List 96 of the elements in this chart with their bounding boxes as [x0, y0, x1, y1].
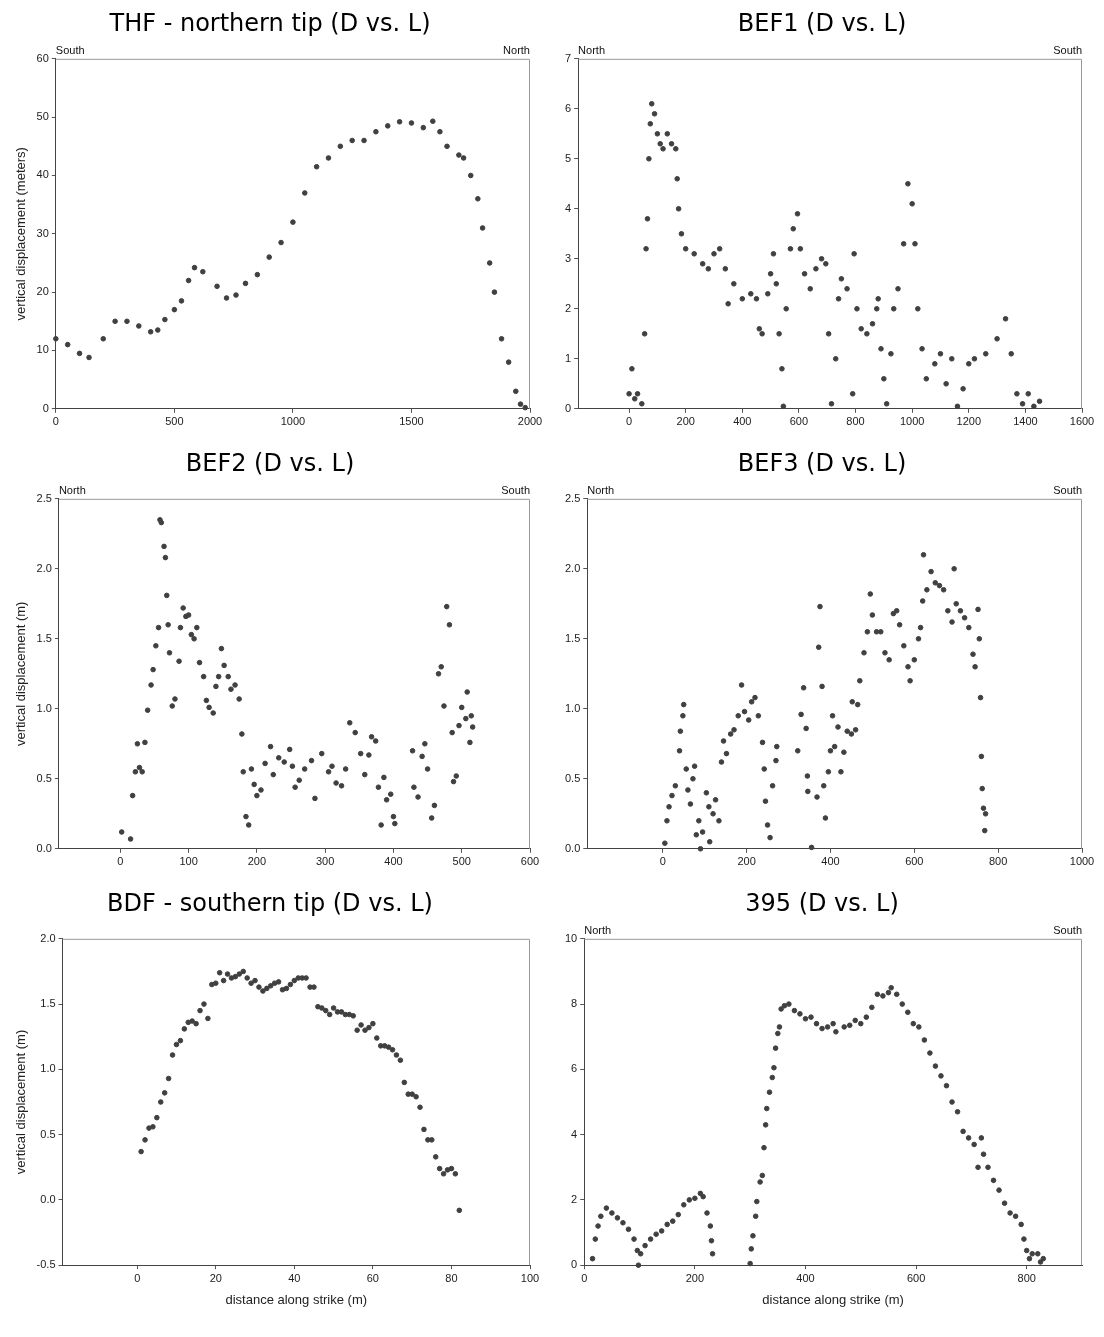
- x-tick-label: 400: [733, 415, 752, 428]
- x-tick-label: 1500: [399, 415, 424, 428]
- x-tick-label: 300: [315, 855, 335, 868]
- y-tick-label: 1.5: [40, 997, 56, 1010]
- y-tick-label: 6: [564, 101, 572, 114]
- x-tick-label: 200: [676, 415, 695, 428]
- text: South: [501, 484, 530, 497]
- text: North: [578, 44, 606, 57]
- y-tick-label: 2.5: [36, 491, 52, 504]
- y-tick-label: 2.0: [36, 561, 52, 574]
- text: South: [1053, 44, 1082, 57]
- x-tick-label: 2000: [517, 415, 543, 428]
- x-tick-label: 200: [737, 855, 756, 868]
- chart-title: BEF3 (D vs. L): [737, 448, 907, 477]
- y-tick-label: 60: [36, 51, 49, 64]
- x-axis-title: distance along strike (m): [225, 1291, 368, 1307]
- x-tick-label: 20: [209, 1271, 222, 1284]
- y-tick-label: 0.5: [36, 771, 52, 784]
- x-tick-label: 200: [247, 855, 267, 868]
- y-tick-label: 1: [564, 351, 572, 364]
- y-tick-label: 2.0: [564, 561, 581, 574]
- y-tick-label: 2.5: [564, 491, 581, 504]
- y-tick-label: 5: [564, 151, 572, 164]
- x-tick-label: 800: [1017, 1271, 1036, 1284]
- y-tick-label: 3: [564, 251, 572, 264]
- text: South: [55, 44, 85, 57]
- y-tick-label: 0: [571, 1258, 578, 1271]
- y-tick-label: 30: [36, 226, 49, 239]
- x-tick-label: 600: [520, 855, 540, 868]
- y-tick-label: 0.0: [564, 841, 581, 854]
- x-tick-label: 1000: [1069, 855, 1095, 868]
- text: North: [584, 924, 612, 937]
- x-tick-label: 600: [789, 415, 809, 428]
- x-tick-label: 800: [988, 855, 1008, 868]
- y-tick-label: 4: [571, 1127, 578, 1140]
- x-tick-label: 200: [685, 1271, 705, 1284]
- text: North: [58, 484, 86, 497]
- x-tick-label: 0: [134, 1271, 141, 1284]
- y-tick-label: 8: [571, 997, 578, 1010]
- x-tick-label: 0: [659, 855, 666, 868]
- x-tick-label: 800: [846, 415, 865, 428]
- y-axis-title: vertical displacement (m): [13, 1029, 29, 1175]
- y-tick-label: 1.0: [40, 1062, 56, 1075]
- y-tick-label: 0.5: [40, 1127, 56, 1140]
- x-tick-label: 60: [366, 1271, 379, 1284]
- y-tick-label: 0: [564, 401, 572, 414]
- x-tick-label: 600: [906, 1271, 926, 1284]
- x-tick-label: 400: [384, 855, 403, 868]
- x-tick-label: 80: [445, 1271, 458, 1284]
- y-tick-label: 50: [36, 110, 49, 123]
- x-tick-label: 600: [905, 855, 924, 868]
- chart-title: BEF2 (D vs. L): [185, 448, 355, 477]
- y-tick-label: 2.0: [40, 931, 56, 944]
- y-tick-label: 1.0: [36, 701, 52, 714]
- x-tick-label: 1000: [899, 415, 925, 428]
- x-axis-title: distance along strike (m): [762, 1291, 904, 1307]
- y-tick-label: 10: [36, 343, 49, 356]
- text: North: [587, 484, 615, 497]
- x-tick-label: 1400: [1013, 415, 1038, 428]
- x-tick-label: 0: [117, 855, 124, 868]
- y-tick-label: 2: [571, 1192, 578, 1205]
- y-tick-label: 1.5: [564, 631, 581, 644]
- y-tick-label: 20: [36, 285, 49, 298]
- x-tick-label: 100: [520, 1271, 540, 1284]
- chart-title: BEF1 (D vs. L): [737, 8, 907, 37]
- text: South: [1053, 484, 1082, 497]
- x-tick-label: 400: [821, 855, 840, 868]
- x-tick-label: 100: [179, 855, 198, 868]
- x-tick-label: 500: [452, 855, 471, 868]
- x-tick-label: 1600: [1069, 415, 1095, 428]
- x-tick-label: 0: [626, 415, 633, 428]
- x-tick-label: 500: [165, 415, 184, 428]
- y-tick-label: 2: [564, 301, 572, 314]
- y-axis-title: vertical displacement (m): [13, 601, 29, 747]
- y-tick-label: 4: [564, 201, 572, 214]
- chart-title: 395 (D vs. L): [745, 888, 899, 917]
- y-tick-label: 0: [42, 401, 49, 414]
- y-tick-label: 1.5: [36, 631, 52, 644]
- chart-title: THF - northern tip (D vs. L): [108, 8, 431, 37]
- y-tick-label: 6: [571, 1062, 578, 1075]
- y-tick-label: -0.5: [36, 1258, 56, 1271]
- text: North: [503, 44, 530, 57]
- y-tick-label: 10: [564, 931, 578, 944]
- x-tick-label: 1000: [280, 415, 306, 428]
- y-tick-label: 0.0: [36, 841, 52, 854]
- x-tick-label: 1200: [956, 415, 982, 428]
- y-tick-label: 0.5: [564, 771, 581, 784]
- y-axis-title: vertical displacement (meters): [13, 147, 29, 321]
- chart-title: BDF - southern tip (D vs. L): [107, 888, 433, 917]
- x-tick-label: 40: [288, 1271, 301, 1284]
- x-tick-label: 400: [796, 1271, 815, 1284]
- y-tick-label: 0.0: [40, 1192, 56, 1205]
- y-tick-label: 7: [564, 51, 572, 64]
- text: South: [1053, 924, 1082, 937]
- y-tick-label: 1.0: [564, 701, 581, 714]
- y-tick-label: 40: [36, 168, 49, 181]
